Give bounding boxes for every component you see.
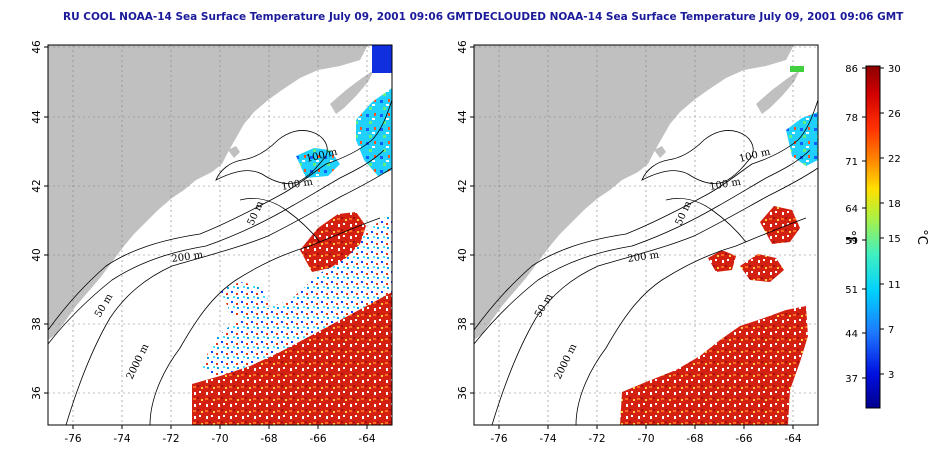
right-sst-eddy-c xyxy=(708,250,736,272)
left-map: 100 m 100 m 50 m 200 m 50 m 2000 m -76 -… xyxy=(31,40,393,445)
fahrenheit-tick: 37 xyxy=(845,374,858,385)
left-bathymetry-contours xyxy=(47,99,393,426)
right-x-ticks xyxy=(498,425,794,429)
left-y-tick-labels: 46 44 42 40 38 36 xyxy=(31,40,43,400)
left-x-tick: -66 xyxy=(309,433,326,445)
colorbar-gradient xyxy=(865,65,881,409)
left-y-tick: 38 xyxy=(31,317,43,330)
right-y-tick: 40 xyxy=(457,248,469,261)
right-island-nova-scotia xyxy=(756,70,800,114)
right-y-tick-labels: 46 44 42 40 38 36 xyxy=(457,40,469,400)
right-y-tick: 42 xyxy=(457,179,469,192)
right-land-mass xyxy=(474,45,794,340)
right-sst-cool-coast xyxy=(786,112,818,166)
fahrenheit-unit-label: °F xyxy=(842,230,857,244)
celsius-tick: 3 xyxy=(888,370,894,381)
right-label-200m: 200 m xyxy=(627,250,660,265)
fahrenheit-tick: 44 xyxy=(845,329,858,340)
left-land-mass xyxy=(48,45,368,340)
left-sst-top-strip xyxy=(372,45,392,73)
right-x-tick-labels: -76 -74 -72 -70 -68 -66 -64 xyxy=(490,433,801,445)
left-sst-warm-band xyxy=(192,292,392,425)
left-label-200m: 200 m xyxy=(171,250,204,265)
left-x-tick: -64 xyxy=(358,433,375,445)
left-sst-cool-coast xyxy=(356,88,392,176)
right-bathymetry-contours xyxy=(473,99,819,426)
left-sst-scattered xyxy=(220,282,270,318)
right-x-tick: -64 xyxy=(784,433,801,445)
right-x-tick: -74 xyxy=(539,433,556,445)
left-island-nova-scotia xyxy=(330,70,374,114)
right-y-tick: 38 xyxy=(457,317,469,330)
left-sst-warm-eddy xyxy=(300,212,366,272)
left-panel-title: RU COOL NOAA-14 Sea Surface Temperature … xyxy=(63,11,473,23)
left-y-tick: 46 xyxy=(31,40,43,54)
right-x-tick: -70 xyxy=(637,433,654,445)
fahrenheit-tick: 86 xyxy=(845,64,858,75)
celsius-unit-label: °C xyxy=(914,229,929,245)
colorbar: 86 78 71 64 59 51 44 37 30 26 22 18 15 1… xyxy=(842,64,929,409)
celsius-tick: 18 xyxy=(888,199,901,210)
celsius-tick: 7 xyxy=(888,325,894,336)
right-y-tick: 44 xyxy=(457,110,469,124)
right-x-tick: -76 xyxy=(490,433,507,445)
right-sst-eddy-b xyxy=(740,254,784,282)
colorbar-left-ticks xyxy=(862,67,866,379)
left-x-tick: -76 xyxy=(64,433,81,445)
colorbar-fahrenheit-labels: 86 78 71 64 59 51 44 37 xyxy=(845,64,858,385)
left-y-tick: 42 xyxy=(31,179,43,192)
left-y-tick: 40 xyxy=(31,248,43,261)
left-y-tick: 36 xyxy=(31,386,43,400)
colorbar-celsius-labels: 30 26 22 18 15 11 7 3 xyxy=(888,64,901,381)
left-island-cape-cod xyxy=(228,146,240,158)
right-x-tick: -66 xyxy=(735,433,752,445)
fahrenheit-tick: 59 xyxy=(845,236,858,247)
fahrenheit-tick: 71 xyxy=(845,157,858,168)
right-y-ticks xyxy=(470,46,474,394)
right-sst-top-strip xyxy=(790,66,804,72)
celsius-tick: 11 xyxy=(888,280,901,291)
right-island-cape-cod xyxy=(654,146,666,158)
left-x-tick: -70 xyxy=(211,433,228,445)
right-x-tick: -68 xyxy=(686,433,703,445)
fahrenheit-tick: 51 xyxy=(845,285,858,296)
right-sst-eddy-a xyxy=(760,206,800,244)
right-x-tick: -72 xyxy=(588,433,605,445)
celsius-tick: 15 xyxy=(888,234,901,245)
celsius-tick: 30 xyxy=(888,64,901,75)
right-sst-warm-band xyxy=(620,306,808,425)
colorbar-right-ticks xyxy=(880,67,884,375)
left-x-tick: -74 xyxy=(113,433,130,445)
fahrenheit-tick: 78 xyxy=(845,113,858,124)
right-y-tick: 36 xyxy=(457,386,469,400)
left-x-tick-labels: -76 -74 -72 -70 -68 -66 -64 xyxy=(64,433,375,445)
left-y-tick: 44 xyxy=(31,110,43,124)
celsius-tick: 22 xyxy=(888,154,901,165)
left-x-ticks xyxy=(72,425,368,429)
right-y-tick: 46 xyxy=(457,40,469,54)
left-x-tick: -68 xyxy=(260,433,277,445)
left-x-tick: -72 xyxy=(162,433,179,445)
left-y-ticks xyxy=(44,46,48,394)
celsius-tick: 26 xyxy=(888,109,901,120)
left-sst-cool-strip xyxy=(296,148,340,178)
right-map: 100 m 100 m 50 m 200 m 50 m 2000 m -76 -… xyxy=(457,40,819,445)
right-panel-title: DECLOUDED NOAA-14 Sea Surface Temperatur… xyxy=(474,11,904,23)
fahrenheit-tick: 64 xyxy=(845,204,858,215)
